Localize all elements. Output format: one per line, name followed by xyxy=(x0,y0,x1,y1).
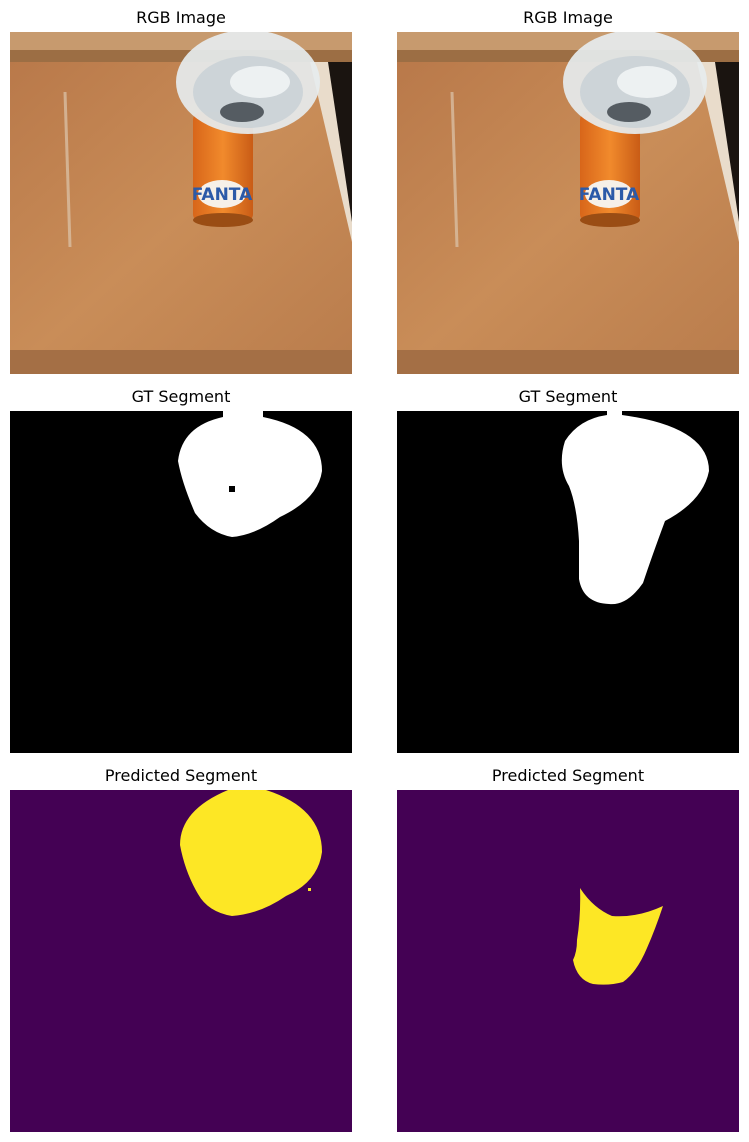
pred-foreground-region xyxy=(180,790,322,916)
pred-mask-right xyxy=(397,790,739,1132)
predicted-segment-right xyxy=(397,790,739,1132)
rgb-image-right-picture: FANTA xyxy=(397,32,739,374)
rgb-image-left-picture: FANTA xyxy=(10,32,352,374)
rgb-image-right: FANTA xyxy=(397,32,739,374)
rgb-image-left-title: RGB Image xyxy=(136,8,226,27)
rgb-image-left: FANTA xyxy=(10,32,352,374)
predicted-segment-left xyxy=(10,790,352,1132)
pred-foreground-region xyxy=(573,888,663,985)
gt-segment-right xyxy=(397,411,739,753)
can-label-right: FANTA xyxy=(579,185,640,205)
can-label-left: FANTA xyxy=(192,185,253,205)
rgb-image-right-title: RGB Image xyxy=(523,8,613,27)
gt-mask-left xyxy=(10,411,352,753)
pred-speck xyxy=(308,888,311,891)
predicted-segment-right-title: Predicted Segment xyxy=(491,766,645,785)
gt-mask-right xyxy=(397,411,739,753)
mask-foreground-region xyxy=(178,411,322,537)
mask-foreground-region xyxy=(561,411,709,605)
predicted-segment-left-title: Predicted Segment xyxy=(104,766,258,785)
gt-segment-right-title: GT Segment xyxy=(518,387,618,406)
mask-hole xyxy=(229,486,235,492)
pred-background xyxy=(397,790,739,1132)
gt-segment-left-title: GT Segment xyxy=(131,387,231,406)
gt-segment-left xyxy=(10,411,352,753)
pred-mask-left xyxy=(10,790,352,1132)
